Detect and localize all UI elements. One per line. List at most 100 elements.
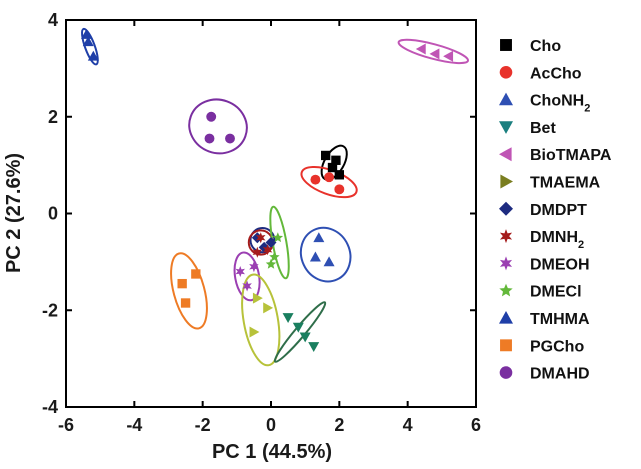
x-tick-label: -4 bbox=[126, 415, 142, 435]
legend-label: BioTMAPA bbox=[530, 147, 612, 164]
confidence-ellipse bbox=[241, 273, 281, 367]
data-point bbox=[204, 133, 215, 144]
data-point bbox=[320, 150, 331, 161]
data-point bbox=[415, 43, 426, 55]
data-point bbox=[269, 251, 280, 262]
data-point bbox=[249, 326, 260, 338]
x-tick-label: 0 bbox=[266, 415, 276, 435]
legend-label: DMNH2 bbox=[530, 229, 584, 251]
x-tick-label: 2 bbox=[334, 415, 344, 435]
y-axis-title: PC 2 (27.6%) bbox=[3, 153, 25, 273]
data-point bbox=[313, 232, 325, 243]
legend-marker bbox=[499, 66, 513, 79]
data-point bbox=[255, 232, 266, 244]
data-point bbox=[249, 261, 259, 273]
legend-label: TMHMA bbox=[530, 311, 590, 328]
y-tick-label: -2 bbox=[42, 300, 58, 320]
legend-marker bbox=[500, 174, 513, 189]
legend-label: Cho bbox=[530, 38, 561, 55]
legend-item: AcCho bbox=[499, 65, 582, 82]
legend-label: Bet bbox=[530, 120, 556, 137]
data-point bbox=[272, 232, 284, 243]
data-point bbox=[177, 278, 187, 289]
data-point bbox=[324, 172, 335, 183]
legend-marker bbox=[499, 256, 513, 271]
data-point bbox=[180, 298, 191, 308]
confidence-ellipse bbox=[170, 252, 208, 330]
legend-item: DMDPT bbox=[499, 201, 587, 219]
data-point bbox=[87, 50, 99, 61]
legend-label: DMDPT bbox=[530, 202, 587, 219]
legend-label: DMECl bbox=[530, 284, 582, 301]
data-point bbox=[191, 269, 201, 279]
legend-item: DMAHD bbox=[499, 366, 590, 383]
data-point bbox=[263, 302, 274, 314]
legend-item: Cho bbox=[500, 38, 561, 55]
legend-label: PGCho bbox=[530, 338, 584, 355]
x-tick-label: 4 bbox=[403, 415, 413, 435]
legend: Cho AcCho ChoNH2 Bet BioTMAPA TMAEMA DMDPT DMNH… bbox=[499, 38, 612, 383]
legend-label-subscript: 2 bbox=[584, 103, 590, 115]
data-point bbox=[323, 256, 335, 267]
legend-marker bbox=[500, 39, 512, 51]
data-point bbox=[265, 258, 277, 269]
data-point bbox=[299, 332, 311, 343]
data-point bbox=[331, 155, 341, 165]
legend-marker bbox=[499, 366, 513, 379]
legend-label: AcCho bbox=[530, 65, 582, 82]
legend-item: DMNH2 bbox=[499, 229, 584, 251]
data-point bbox=[235, 266, 246, 278]
confidence-ellipse bbox=[299, 226, 352, 283]
legend-item: Bet bbox=[499, 120, 556, 137]
legend-marker bbox=[500, 339, 512, 352]
legend-marker bbox=[499, 92, 513, 106]
legend-marker bbox=[499, 121, 513, 134]
data-point bbox=[327, 162, 338, 173]
y-tick-label: 0 bbox=[48, 204, 58, 224]
legend-marker bbox=[499, 311, 513, 324]
legend-item: ChoNH2 bbox=[499, 92, 590, 115]
legend-label-subscript: 2 bbox=[578, 239, 584, 251]
x-tick-label: -2 bbox=[195, 415, 211, 435]
data-point bbox=[82, 36, 94, 47]
legend-item: BioTMAPA bbox=[499, 147, 612, 164]
data-point bbox=[310, 174, 321, 185]
confidence-ellipse bbox=[81, 27, 99, 66]
data-point bbox=[81, 29, 92, 39]
data-point bbox=[334, 170, 345, 180]
legend-label: ChoNH2 bbox=[530, 93, 590, 115]
data-point bbox=[443, 50, 454, 62]
data-point bbox=[308, 342, 320, 353]
data-point bbox=[252, 292, 263, 304]
data-point bbox=[206, 111, 217, 122]
x-tick-label: 6 bbox=[471, 415, 481, 435]
legend-label: DMEOH bbox=[530, 256, 590, 273]
data-point bbox=[309, 251, 321, 262]
x-axis-title: PC 1 (44.5%) bbox=[212, 441, 332, 463]
data-point bbox=[265, 237, 277, 249]
legend-item: DMECl bbox=[499, 283, 582, 301]
legend-item: TMAEMA bbox=[500, 174, 601, 192]
data-point bbox=[282, 313, 294, 324]
legend-marker bbox=[499, 201, 513, 216]
legend-marker bbox=[499, 229, 513, 244]
plot-area bbox=[81, 27, 469, 367]
data-point bbox=[429, 48, 440, 60]
legend-marker bbox=[499, 147, 512, 162]
legend-marker bbox=[499, 283, 513, 297]
y-tick-label: 2 bbox=[48, 107, 58, 127]
data-point bbox=[334, 184, 345, 195]
data-point bbox=[252, 246, 263, 258]
x-tick-label: -6 bbox=[58, 415, 74, 435]
data-point bbox=[225, 133, 235, 144]
data-point bbox=[262, 244, 273, 256]
data-point bbox=[292, 322, 304, 333]
legend-item: PGCho bbox=[500, 338, 584, 355]
legend-item: DMEOH bbox=[499, 256, 590, 273]
legend-label: TMAEMA bbox=[530, 175, 601, 192]
y-tick-label: 4 bbox=[48, 10, 58, 30]
data-point bbox=[242, 280, 252, 292]
y-tick-label: -4 bbox=[42, 397, 58, 417]
